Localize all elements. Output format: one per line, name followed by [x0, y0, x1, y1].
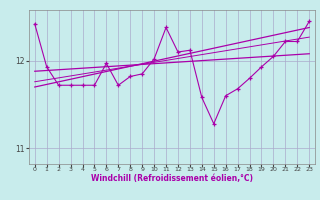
X-axis label: Windchill (Refroidissement éolien,°C): Windchill (Refroidissement éolien,°C)	[91, 174, 253, 183]
